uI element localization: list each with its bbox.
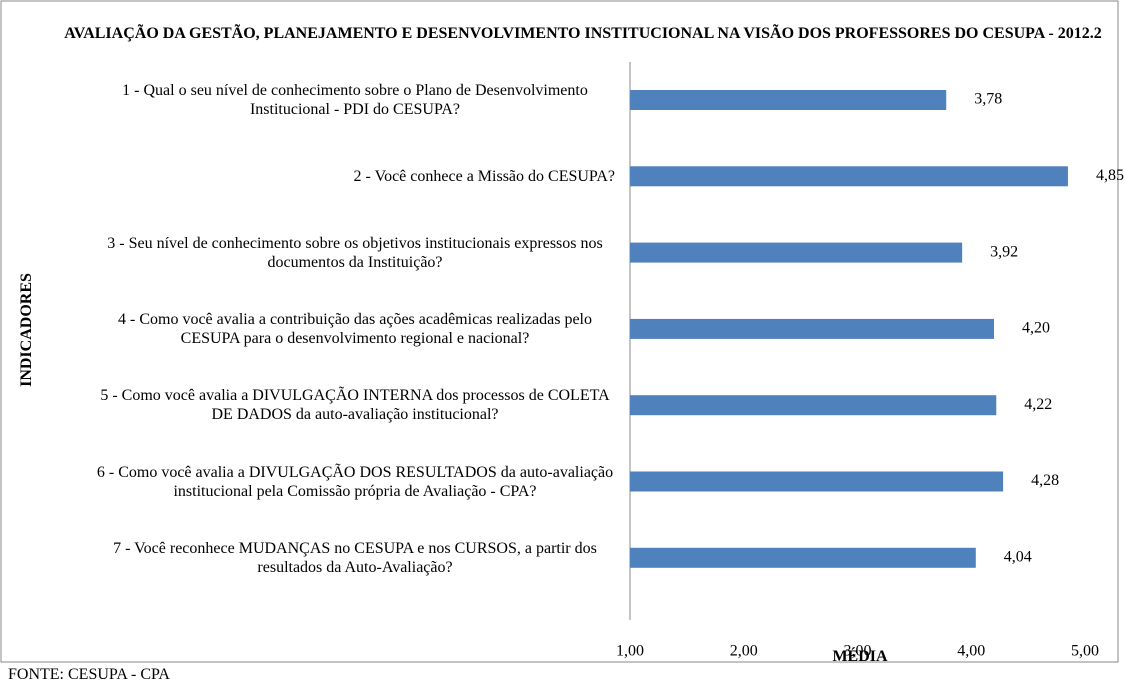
y-tick-label: 4 - Como você avalia a contribuição das … [15,310,615,348]
y-tick-text: 5 - Como você avalia a DIVULGAÇÃO INTERN… [100,387,610,424]
chart-frame [0,0,1119,663]
x-tick-label: 1,00 [616,643,644,660]
value-label: 4,28 [1031,472,1059,489]
y-tick-text: 1 - Qual o seu nível de conhecimento sob… [122,82,588,118]
bar [630,90,947,110]
y-tick-text: 2 - Você conhece a Missão do CESUPA? [353,167,615,185]
y-tick-label: 1 - Qual o seu nível de conhecimento sob… [15,81,615,119]
value-label: 4,20 [1022,320,1050,337]
x-tick-label: 4,00 [957,643,985,660]
bar [630,242,963,263]
bar [630,547,976,568]
y-tick-text: 3 - Seu nível de conhecimento sobre os o… [107,234,603,271]
bar [630,471,1004,492]
y-tick-label: 6 - Como você avalia a DIVULGAÇÃO DOS RE… [15,463,615,501]
bar [630,395,997,416]
y-tick-text: 4 - Como você avalia a contribuição das … [118,310,592,347]
chart-title: AVALIAÇÃO DA GESTÃO, PLANEJAMENTO E DESE… [64,25,1102,42]
bar [630,166,1068,187]
value-label: 3,78 [974,91,1002,108]
y-tick-label: 3 - Seu nível de conhecimento sobre os o… [15,234,615,272]
x-tick-label: 5,00 [1071,643,1099,660]
x-tick-label: 2,00 [730,643,758,660]
value-label: 4,85 [1096,167,1124,184]
y-tick-label: 7 - Você reconhece MUDANÇAS no CESUPA e … [15,539,615,577]
x-tick-label: 3,00 [844,643,872,660]
bar [630,318,994,339]
y-tick-label: 5 - Como você avalia a DIVULGAÇÃO INTERN… [15,386,615,424]
y-tick-text: 6 - Como você avalia a DIVULGAÇÃO DOS RE… [96,463,614,500]
x-axis-label: MÉDIA [832,648,888,665]
value-label: 4,22 [1024,396,1052,413]
value-label: 4,04 [1004,548,1032,565]
source-note: FONTE: CESUPA - CPA [8,666,170,683]
value-label: 3,92 [990,243,1018,260]
y-tick-text: 7 - Você reconhece MUDANÇAS no CESUPA e … [113,539,597,576]
y-tick-label: 2 - Você conhece a Missão do CESUPA? [15,167,615,186]
